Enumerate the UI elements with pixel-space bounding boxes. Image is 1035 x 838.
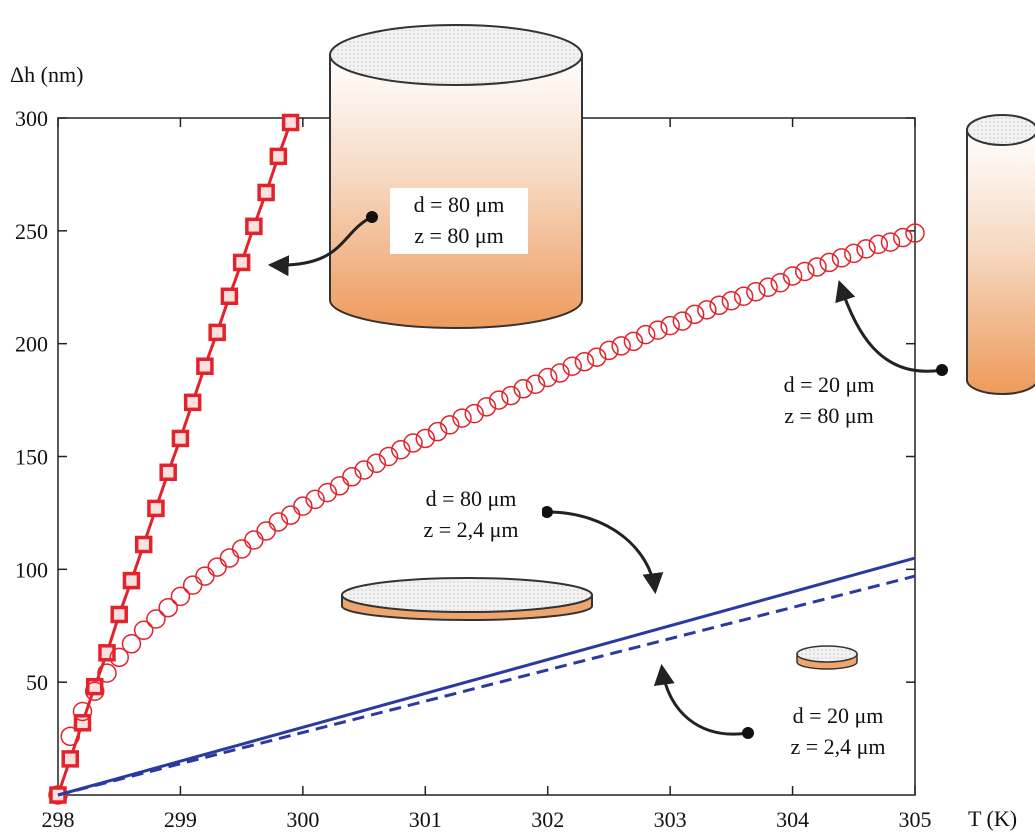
circle-marker — [833, 249, 851, 267]
circle-marker — [159, 599, 177, 617]
circle-marker — [649, 321, 667, 339]
square-marker — [75, 716, 89, 730]
square-marker — [186, 395, 200, 409]
x-tick-label: 298 — [42, 807, 75, 832]
x-tick-label: 300 — [286, 807, 319, 832]
circle-marker — [233, 540, 251, 558]
x-tick-label: 303 — [654, 807, 687, 832]
circle-marker — [147, 610, 165, 628]
disk-large-top — [342, 578, 592, 612]
circle-marker — [710, 296, 728, 314]
square-marker — [137, 538, 151, 552]
y-tick-label: 100 — [15, 557, 48, 582]
arrow-dot — [541, 506, 553, 518]
x-tick-label: 304 — [776, 807, 809, 832]
circle-marker — [196, 567, 214, 585]
circle-marker — [894, 229, 912, 247]
circle-marker — [575, 353, 593, 371]
x-tick-label: 301 — [409, 807, 442, 832]
circle-marker — [220, 549, 238, 567]
square-marker — [161, 465, 175, 479]
circle-marker — [171, 587, 189, 605]
y-tick-label: 300 — [15, 106, 48, 131]
square-marker — [173, 431, 187, 445]
square-marker — [124, 574, 138, 588]
circle-marker — [612, 337, 630, 355]
x-tick-label: 299 — [164, 807, 197, 832]
disk-small-top — [797, 646, 857, 662]
annotation-text: z = 2,4 μm — [423, 517, 518, 542]
cylinder-tall — [967, 130, 1035, 394]
square-marker — [198, 359, 212, 373]
circle-marker — [135, 621, 153, 639]
circle-marker — [698, 301, 716, 319]
annotation-text: d = 80 μm — [414, 192, 505, 217]
square-marker — [247, 219, 261, 233]
circle-marker — [661, 317, 679, 335]
annotation-text: z = 80 μm — [414, 223, 504, 248]
square-marker — [235, 255, 249, 269]
square-marker — [210, 325, 224, 339]
y-tick-label: 150 — [15, 445, 48, 470]
annotation-text: z = 80 μm — [784, 403, 874, 428]
circle-marker — [808, 258, 826, 276]
square-marker — [63, 752, 77, 766]
x-axis-label: T (K) — [968, 806, 1017, 831]
circle-marker — [257, 522, 275, 540]
square-marker — [112, 607, 126, 621]
circle-marker — [857, 240, 875, 258]
circle-marker — [759, 278, 777, 296]
square-marker — [222, 289, 236, 303]
arrow-dot — [742, 727, 754, 739]
y-axis-label: Δh (nm) — [10, 62, 83, 87]
circle-marker — [820, 253, 838, 271]
circle-marker — [208, 558, 226, 576]
y-tick-label: 200 — [15, 332, 48, 357]
arrow-dot — [936, 364, 948, 376]
circle-marker — [245, 531, 263, 549]
circle-marker — [845, 244, 863, 262]
annotation-text: z = 2,4 μm — [790, 734, 885, 759]
circle-marker — [747, 283, 765, 301]
square-marker — [149, 501, 163, 515]
square-marker — [284, 116, 298, 130]
annotation-text: d = 80 μm — [426, 486, 517, 511]
circle-marker — [722, 292, 740, 310]
arrow — [840, 284, 942, 371]
cylinder-tall-top — [967, 115, 1035, 145]
circle-marker — [869, 235, 887, 253]
x-tick-label: 302 — [531, 807, 564, 832]
circle-marker — [796, 262, 814, 280]
x-tick-label: 305 — [899, 807, 932, 832]
y-tick-label: 50 — [26, 670, 48, 695]
arrow-dot — [366, 211, 378, 223]
y-tick-label: 250 — [15, 219, 48, 244]
annotation-text: d = 20 μm — [784, 372, 875, 397]
circle-marker — [735, 287, 753, 305]
arrow — [662, 668, 748, 734]
chart: 50 100 150 200 250 300 298 299 300 301 302 303 304 30… — [0, 0, 1035, 838]
circle-marker — [184, 576, 202, 594]
square-marker — [259, 185, 273, 199]
square-marker — [271, 149, 285, 163]
cylinder-large-top — [330, 25, 582, 85]
arrow — [547, 512, 655, 590]
circle-marker — [882, 233, 900, 251]
annotation-text: d = 20 μm — [793, 703, 884, 728]
